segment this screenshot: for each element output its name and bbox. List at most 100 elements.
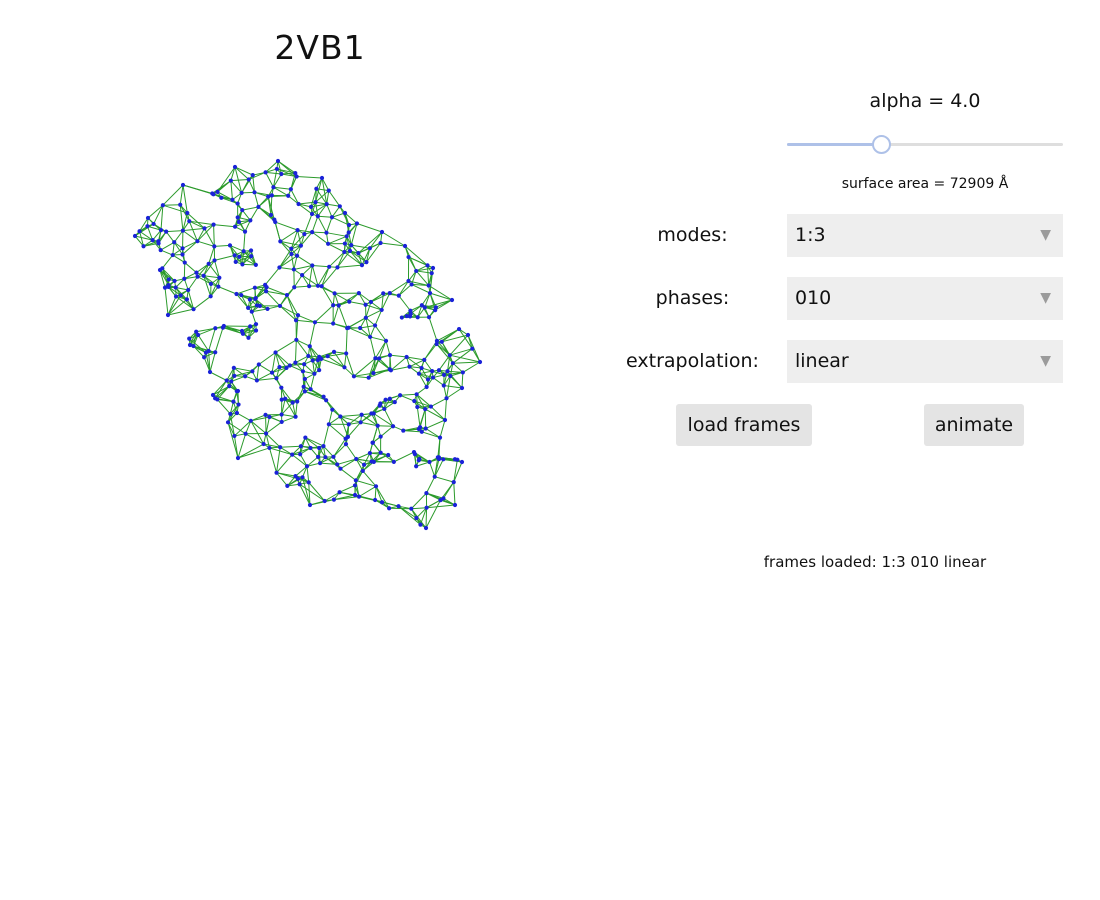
mesh-edge xyxy=(385,340,391,356)
mesh-node xyxy=(323,455,328,460)
mesh-node xyxy=(232,433,237,439)
mesh-edge xyxy=(279,446,293,456)
mesh-node xyxy=(371,370,376,376)
mesh-edge xyxy=(429,292,453,301)
mesh-edge xyxy=(346,317,367,329)
mesh-edge xyxy=(175,289,189,297)
mesh-node xyxy=(369,411,374,416)
phases-label: phases: xyxy=(655,287,730,309)
mesh-node xyxy=(227,384,232,389)
chevron-down-icon: ▼ xyxy=(1040,353,1051,369)
mesh-edge xyxy=(439,419,446,438)
mesh-edge xyxy=(227,422,235,437)
mesh-node xyxy=(388,368,394,373)
mesh-node xyxy=(387,396,392,401)
mesh-edge xyxy=(424,408,446,421)
mesh-edge xyxy=(349,301,366,306)
alpha-slider-track[interactable] xyxy=(787,143,1063,146)
mesh-edge xyxy=(344,251,363,266)
mesh-node xyxy=(373,356,378,361)
mesh-node xyxy=(289,251,294,257)
mesh-edge xyxy=(139,231,145,247)
mesh-edge xyxy=(366,242,381,263)
mesh-edge xyxy=(254,298,268,310)
extrapolation-dropdown[interactable]: linear ▼ xyxy=(787,340,1063,383)
mesh-node xyxy=(337,490,342,495)
mesh-node xyxy=(441,457,446,462)
mesh-edge xyxy=(243,231,246,252)
mesh-node xyxy=(366,375,371,380)
mesh-edge xyxy=(213,224,236,228)
modes-dropdown[interactable]: 1:3 ▼ xyxy=(787,214,1063,257)
mesh-edge xyxy=(434,299,453,311)
mesh-edge xyxy=(298,203,312,208)
mesh-edge xyxy=(153,204,164,225)
mesh-edge xyxy=(327,243,345,253)
mesh-edge xyxy=(323,445,334,458)
mesh-edge xyxy=(339,206,350,226)
mesh-node xyxy=(356,291,361,296)
mesh-edge xyxy=(284,398,297,417)
mesh-node xyxy=(240,207,245,213)
mesh-edge xyxy=(428,317,438,342)
mesh-edge xyxy=(221,197,238,205)
mesh-edge xyxy=(237,433,247,459)
mesh-edge xyxy=(166,230,183,233)
mesh-edge xyxy=(398,280,409,296)
mesh-edge xyxy=(305,437,320,449)
mesh-edge xyxy=(266,286,288,296)
mesh-edge xyxy=(165,231,175,243)
mesh-edge xyxy=(196,263,209,274)
mesh-node xyxy=(399,315,404,320)
mesh-edge xyxy=(161,254,174,269)
load-frames-button[interactable]: load frames xyxy=(676,404,812,446)
mesh-node xyxy=(269,193,274,198)
mesh-node xyxy=(234,291,239,297)
mesh-node xyxy=(361,462,367,467)
mesh-edge xyxy=(425,419,446,429)
mesh-edge xyxy=(331,212,346,218)
mesh-edge xyxy=(162,204,188,214)
mesh-edge xyxy=(428,285,453,301)
mesh-node xyxy=(294,337,299,342)
mesh-edge xyxy=(298,201,316,205)
mesh-node xyxy=(434,338,440,343)
mesh-edge xyxy=(358,231,383,254)
mesh-node xyxy=(416,458,421,463)
mesh-node xyxy=(228,178,233,183)
mesh-edge xyxy=(276,447,281,473)
mesh-node xyxy=(172,278,177,284)
mesh-edge xyxy=(349,250,363,266)
mesh-node xyxy=(253,328,259,333)
mesh-edge xyxy=(390,356,407,371)
mesh-edge xyxy=(374,340,387,359)
mesh-edge xyxy=(208,350,211,373)
animate-button[interactable]: animate xyxy=(924,404,1024,446)
mesh-edge xyxy=(310,373,315,390)
mesh-edge xyxy=(461,372,464,389)
mesh-edge xyxy=(358,485,377,498)
mesh-edge xyxy=(373,369,392,374)
mesh-node xyxy=(370,440,375,445)
mesh-node xyxy=(187,336,192,341)
alpha-slider[interactable] xyxy=(787,135,1063,155)
mesh-edge xyxy=(331,216,350,226)
mesh-edge xyxy=(168,286,182,296)
mesh-node xyxy=(202,226,207,231)
mesh-edge xyxy=(297,230,302,246)
mesh-node xyxy=(378,450,383,455)
alpha-slider-thumb[interactable] xyxy=(871,135,891,154)
mesh-edge xyxy=(241,179,250,194)
phases-dropdown[interactable]: 010 ▼ xyxy=(787,277,1063,320)
mesh-node xyxy=(291,267,296,272)
mesh-node xyxy=(233,259,238,264)
mesh-edge xyxy=(449,363,454,377)
mesh-edge xyxy=(217,398,234,403)
mesh-node xyxy=(427,459,432,465)
mesh-node xyxy=(236,219,242,224)
mesh-edge xyxy=(421,431,441,439)
alpha-shape-mesh-view[interactable] xyxy=(0,0,600,600)
mesh-edge xyxy=(328,190,341,207)
mesh-edge xyxy=(300,231,313,246)
mesh-edge xyxy=(271,367,287,374)
